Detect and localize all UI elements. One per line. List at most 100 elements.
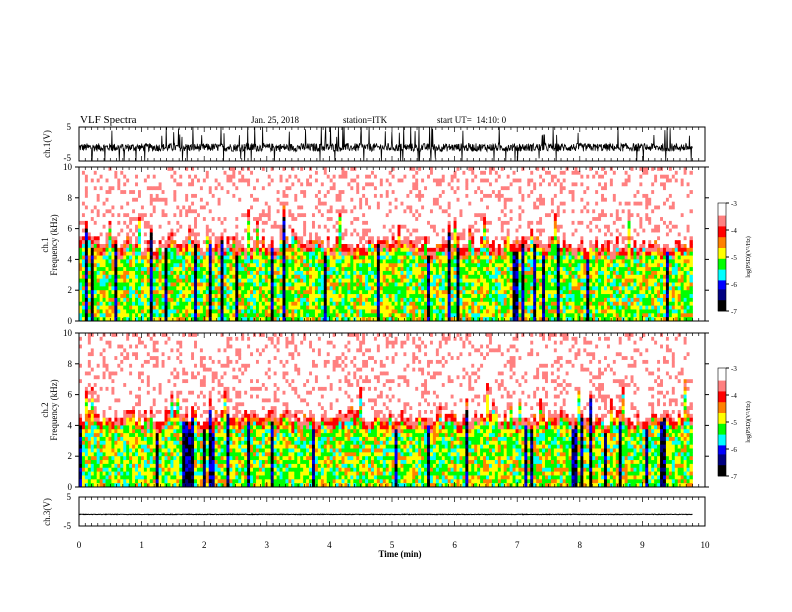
spectrogram-cell — [155, 278, 160, 283]
spectrogram-cell — [320, 309, 325, 314]
spectrogram-cell — [176, 170, 180, 176]
spectrogram-cell — [329, 305, 334, 310]
spectrogram-cell — [84, 313, 89, 318]
spectrogram-cell — [335, 197, 339, 203]
spectrogram-cell — [173, 263, 177, 268]
spectrogram-cell — [312, 317, 316, 322]
spectrogram-cell — [435, 178, 440, 183]
spectrogram-cell — [211, 240, 216, 245]
spectrogram-cell — [276, 174, 280, 179]
spectrogram-cell — [341, 286, 345, 291]
spectrogram-cell — [273, 297, 278, 303]
spectrogram-cell — [379, 247, 384, 253]
spectrogram-cell — [427, 305, 431, 310]
spectrogram-cell — [359, 309, 363, 314]
spectrogram-cell — [137, 263, 142, 268]
spectrogram-cell — [276, 247, 280, 253]
spectrogram-cell — [232, 190, 236, 195]
spectrogram-cell — [400, 263, 404, 268]
spectrogram-cell — [194, 305, 198, 310]
spectrogram-cell — [81, 220, 86, 226]
spectrogram-cell — [435, 167, 440, 172]
spectrogram-cell — [303, 313, 307, 318]
spectrogram-cell — [412, 197, 416, 203]
spectrogram-cell — [111, 217, 115, 222]
spectrogram-cell — [208, 178, 213, 183]
spectrogram-cell — [317, 182, 322, 187]
spectrogram-cell — [111, 305, 115, 310]
spectrogram-cell — [391, 232, 395, 237]
spectrogram-cell — [359, 301, 363, 306]
spectrogram-cell — [338, 301, 342, 306]
spectrogram-cell — [344, 286, 348, 291]
spectrogram-cell — [267, 247, 272, 253]
spectrogram-cell — [226, 251, 230, 256]
spectrogram-cell — [326, 193, 331, 199]
spectrogram-cell — [255, 263, 260, 268]
spectrogram-cell — [353, 278, 357, 283]
spectrogram-cell — [279, 213, 283, 218]
spectrogram-cell — [350, 270, 354, 276]
spectrogram-cell — [241, 170, 245, 176]
spectrogram-cell — [270, 228, 275, 233]
spectrogram-cell — [282, 201, 286, 206]
spectrogram-cell — [158, 301, 162, 306]
spectrogram-cell — [394, 220, 398, 226]
spectrogram-cell — [409, 290, 413, 295]
spectrogram-cell — [99, 270, 103, 276]
spectrogram-cell — [161, 193, 165, 199]
spectrogram-cell — [146, 282, 151, 287]
spectrogram-cell — [294, 240, 298, 245]
spectrogram-cell — [220, 263, 224, 268]
spectrogram-cell — [250, 305, 254, 310]
spectrogram-cell — [279, 317, 283, 322]
spectrogram-cell — [173, 186, 177, 191]
spectrogram-cell — [444, 251, 449, 256]
spectrogram-cell — [353, 294, 357, 299]
spectrogram-cell — [81, 301, 86, 306]
spectrogram-cell — [140, 174, 145, 179]
spectrogram-cell — [135, 182, 139, 187]
spectrogram-cell — [244, 274, 248, 280]
spectrogram-cell — [421, 282, 425, 287]
spectrogram-cell — [135, 193, 139, 199]
spectrogram-cell — [191, 178, 195, 183]
spectrogram-cell — [99, 201, 103, 206]
spectrogram-cell — [140, 232, 145, 237]
spectrogram-cell — [217, 236, 221, 241]
spectrogram-cell — [350, 282, 354, 287]
spectrogram-cell — [382, 282, 387, 287]
spectrogram-cell — [427, 217, 431, 222]
spectrogram-cell — [435, 305, 440, 310]
spectrogram-cell — [332, 301, 336, 306]
spectrogram-cell — [217, 251, 221, 256]
spectrogram-cell — [291, 317, 295, 322]
spectrogram-cell — [418, 274, 422, 280]
spectrogram-cell — [208, 313, 213, 318]
spectrogram-cell — [356, 297, 360, 303]
spectrogram-cell — [312, 301, 316, 306]
spectrogram-cell — [250, 205, 254, 210]
spectrogram-cell — [347, 309, 351, 314]
spectrogram-cell — [90, 190, 95, 195]
spectrogram-cell — [244, 209, 248, 214]
spectrogram-cell — [424, 301, 428, 306]
spectrogram-cell — [255, 201, 260, 206]
spectrogram-cell — [409, 220, 413, 226]
spectrogram-cell — [188, 263, 192, 268]
spectrogram-cell — [202, 174, 207, 179]
spectrogram-cell — [90, 286, 95, 291]
spectrogram-cell — [140, 247, 145, 253]
spectrogram-cell — [382, 297, 387, 303]
spectrogram-cell — [388, 220, 393, 226]
spectrogram-cell — [379, 228, 384, 233]
spectrogram-cell — [158, 313, 162, 318]
spectrogram-cell — [232, 278, 236, 283]
spectrogram-cell — [214, 270, 219, 276]
spectrogram-cell — [149, 209, 154, 214]
spectrogram-cell — [194, 224, 198, 229]
spectrogram-cell — [229, 270, 233, 276]
spectrogram-cell — [368, 286, 372, 291]
spectrogram-cell — [155, 247, 160, 253]
spectrogram-cell — [179, 182, 183, 187]
